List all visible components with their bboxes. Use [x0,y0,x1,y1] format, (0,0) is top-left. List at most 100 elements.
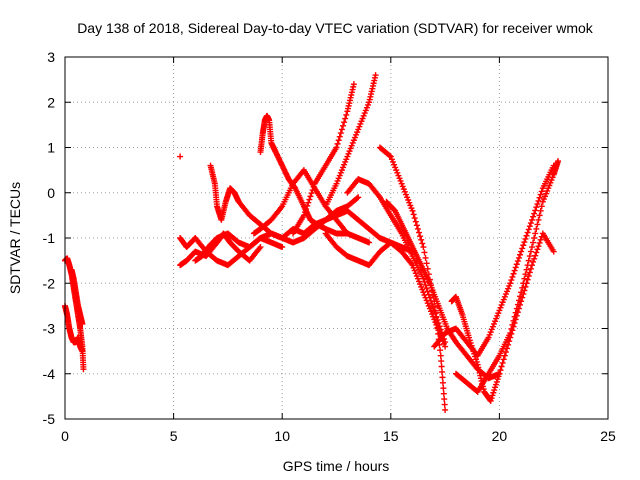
data-point [533,249,540,256]
data-point [401,188,408,195]
data-point [536,212,543,219]
data-point [512,309,519,316]
data-point [496,370,503,377]
data-point [519,245,526,252]
data-point [355,194,362,201]
data-point [537,236,544,243]
data-point [388,156,395,163]
data-point [544,187,551,194]
data-point [408,205,415,212]
data-point [439,379,446,386]
data-point [466,337,473,344]
data-point [525,257,532,264]
data-point [511,267,518,274]
data-point [350,137,357,144]
data-point [492,384,499,391]
data-point [471,350,478,357]
data-point [177,153,184,160]
data-point [488,326,495,333]
series-arc-l [383,198,503,382]
data-point [437,352,444,359]
data-point [525,273,532,280]
data-point [510,317,517,324]
data-point [257,244,264,251]
y-tick-label: 2 [47,94,55,110]
data-point [410,211,417,218]
data-point [429,311,436,318]
data-point [520,242,527,249]
data-point [410,264,417,271]
y-tick-label: -3 [43,321,56,337]
data-point [420,289,427,296]
data-point [502,349,509,356]
data-point [522,271,529,278]
data-point [279,244,286,251]
data-point [497,304,504,311]
data-point [414,225,421,232]
data-point [421,249,428,256]
data-point [422,254,429,261]
data-point [490,320,497,327]
data-point [527,265,534,272]
data-point [395,172,402,179]
plot-frame [64,56,609,420]
data-point [340,122,347,129]
data-point [442,343,449,350]
data-point [304,202,311,209]
data-point [526,269,533,276]
data-point [521,275,528,282]
data-point [495,373,502,380]
data-point [411,215,418,222]
x-tick-label: 20 [492,428,508,444]
data-point [520,280,527,287]
data-point [397,177,404,184]
data-point [493,378,500,385]
data-point [531,235,538,241]
data-point [334,140,341,147]
y-tick-label: 0 [47,185,55,201]
data-point [518,289,525,296]
data-point [414,275,421,282]
series-arc-h [322,72,379,210]
data-point [527,248,534,255]
data-point [419,240,426,247]
series-arc-early-c [68,266,86,327]
data-point [357,120,364,127]
data-point [499,359,506,366]
data-point [500,356,507,363]
data-point [338,167,345,174]
data-point [536,239,543,246]
data-point [550,248,557,255]
data-point [509,321,516,328]
data-point [416,229,423,236]
data-point [507,280,514,287]
data-point [391,161,398,168]
series-arc-n [448,230,557,404]
data-point [523,232,530,239]
data-point [530,213,537,220]
data-point [341,161,348,168]
data-point [542,193,549,200]
data-point [343,111,350,118]
data-point [535,243,542,250]
data-point [308,190,315,197]
data-point [531,210,538,217]
data-point [548,177,555,184]
data-point [495,310,502,317]
data-point [359,115,366,122]
data-point [398,180,405,187]
data-point [528,244,535,251]
data-point [489,392,496,399]
data-point [341,119,348,126]
data-point [393,167,400,174]
data-point [423,260,430,267]
data-point [358,118,365,125]
data-point [504,288,511,295]
data-point [532,252,539,259]
data-point [521,239,528,246]
data-point [440,390,447,397]
data-point [344,153,351,160]
data-point [345,150,352,157]
data-point [465,334,472,341]
data-point [302,209,309,216]
